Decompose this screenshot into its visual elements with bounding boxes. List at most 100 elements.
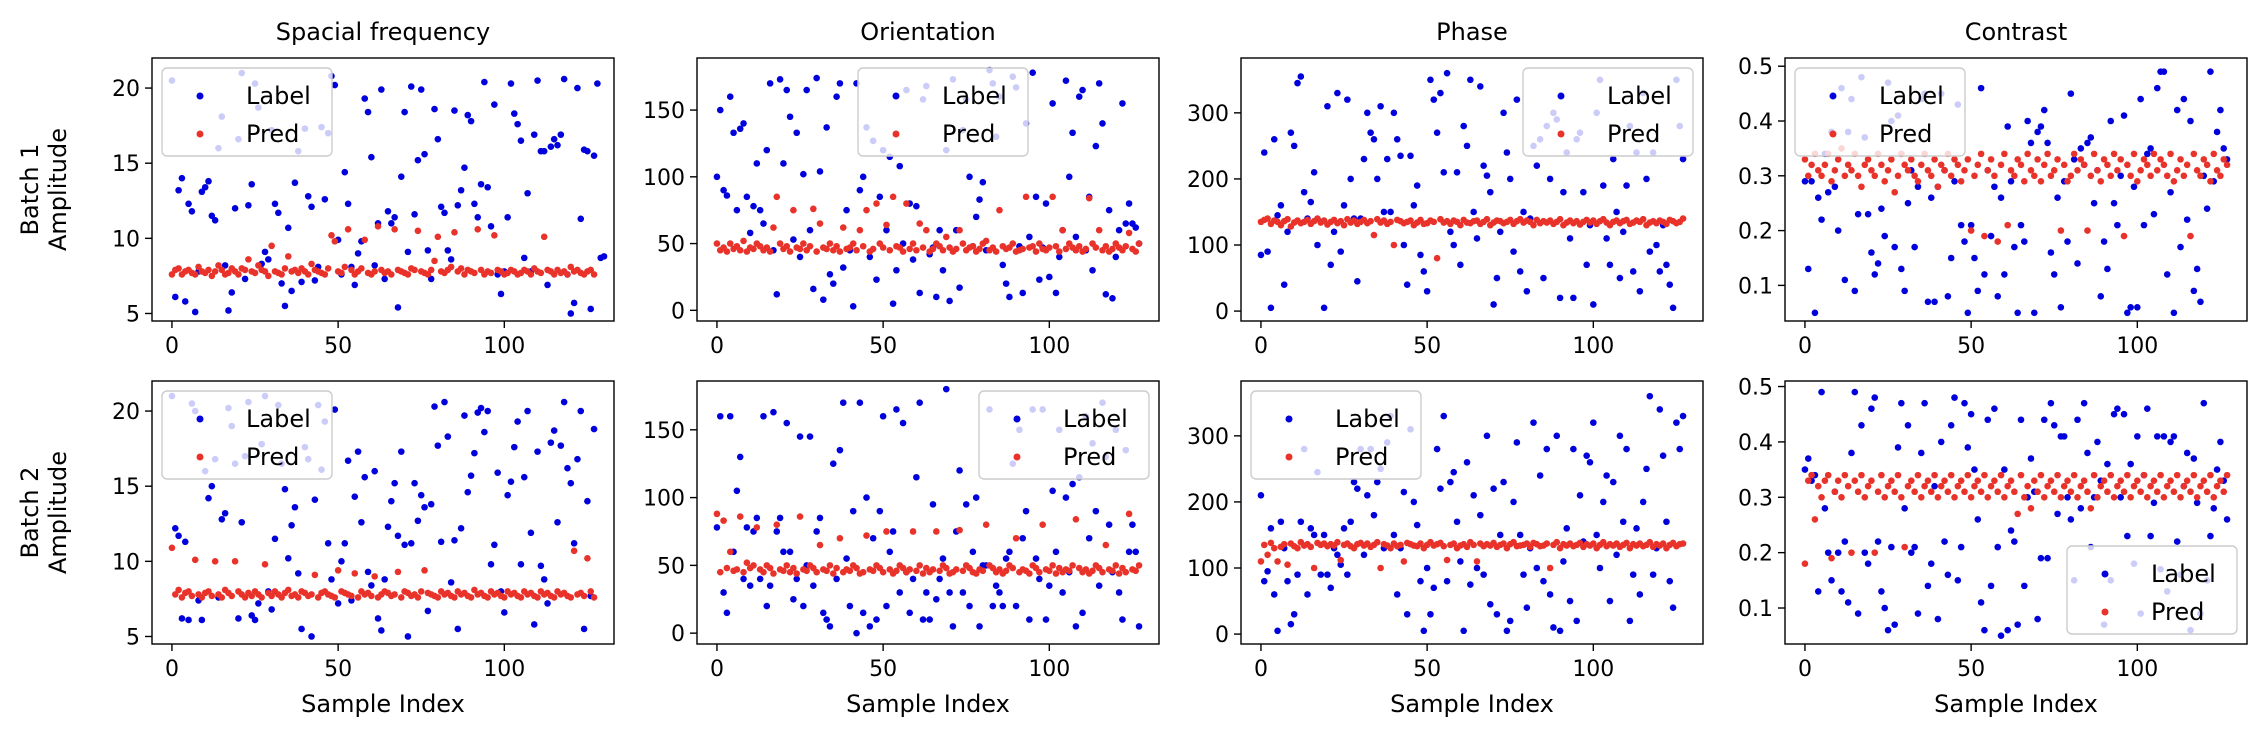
label-point bbox=[288, 521, 295, 529]
pred-point bbox=[800, 240, 807, 247]
label-point bbox=[304, 192, 312, 200]
label-point bbox=[1831, 183, 1839, 191]
pred-point bbox=[2210, 493, 2218, 501]
label-point bbox=[447, 256, 455, 263]
label-point bbox=[740, 575, 747, 583]
pred-point bbox=[341, 263, 349, 271]
pred-point bbox=[1937, 161, 1945, 169]
y-tick-label: 0.1 bbox=[1738, 274, 1773, 299]
label-point bbox=[414, 517, 422, 525]
label-point bbox=[368, 582, 375, 589]
pred-point bbox=[2077, 482, 2085, 490]
label-point bbox=[956, 467, 963, 474]
label-point bbox=[1473, 564, 1481, 572]
pred-point bbox=[461, 271, 468, 278]
pred-point bbox=[2160, 161, 2168, 169]
y-tick-label: 15 bbox=[112, 152, 140, 177]
label-point bbox=[1463, 142, 1471, 150]
pred-point bbox=[2067, 172, 2075, 180]
pred-point bbox=[231, 558, 239, 565]
pred-point bbox=[1340, 221, 1348, 229]
label-point bbox=[384, 523, 392, 531]
pred-point bbox=[1009, 240, 1017, 247]
label-point bbox=[733, 206, 741, 214]
pred-point bbox=[939, 246, 947, 254]
x-axis-label: Sample Index bbox=[846, 690, 1010, 718]
pred-point bbox=[2207, 177, 2214, 185]
pred-point bbox=[1109, 245, 1116, 253]
pred-point bbox=[208, 592, 216, 600]
label-point bbox=[936, 226, 943, 234]
label-point bbox=[893, 266, 900, 274]
label-point bbox=[2044, 554, 2051, 562]
pred-point bbox=[2180, 482, 2188, 490]
pred-point bbox=[1917, 493, 1925, 501]
label-point bbox=[939, 555, 947, 562]
pred-point bbox=[982, 521, 990, 529]
label-point bbox=[1911, 543, 1918, 551]
label-point bbox=[1046, 273, 1053, 281]
label-point bbox=[1437, 89, 1444, 97]
label-point bbox=[1334, 89, 1341, 97]
x-axis-label: Sample Index bbox=[1934, 690, 2098, 718]
label-point bbox=[1927, 194, 1935, 202]
pred-point bbox=[2153, 488, 2161, 496]
label-point bbox=[394, 532, 402, 540]
pred-point bbox=[218, 594, 226, 601]
x-tick-label: 50 bbox=[869, 334, 897, 359]
label-point bbox=[261, 248, 269, 256]
pred-point bbox=[1553, 538, 1561, 546]
pred-point bbox=[1924, 167, 1932, 174]
pred-point bbox=[2213, 167, 2221, 174]
pred-point bbox=[215, 262, 222, 269]
label-point bbox=[1407, 152, 1414, 160]
label-point bbox=[1079, 86, 1086, 94]
label-point bbox=[198, 188, 206, 196]
label-point bbox=[1112, 253, 1120, 261]
legend-marker-label bbox=[2101, 570, 2109, 578]
pred-point bbox=[2117, 156, 2124, 163]
label-point bbox=[1967, 410, 1975, 418]
label-point bbox=[1500, 478, 1507, 486]
legend-marker-label bbox=[196, 415, 204, 423]
label-point bbox=[2034, 128, 2041, 136]
label-point bbox=[1092, 507, 1100, 515]
pred-point bbox=[2057, 493, 2065, 501]
pred-point bbox=[2100, 156, 2108, 163]
label-point bbox=[942, 385, 950, 393]
pred-point bbox=[2017, 161, 2025, 169]
pred-point bbox=[1679, 215, 1687, 222]
pred-point bbox=[587, 266, 595, 274]
pred-point bbox=[1443, 556, 1451, 564]
label-point bbox=[1092, 142, 1100, 150]
label-point bbox=[1646, 248, 1654, 255]
label-point bbox=[756, 206, 764, 214]
pred-point bbox=[2193, 493, 2201, 501]
label-point bbox=[1367, 129, 1374, 136]
label-point bbox=[550, 427, 558, 434]
label-point bbox=[477, 404, 485, 412]
label-point bbox=[2170, 433, 2178, 440]
label-point bbox=[1563, 525, 1571, 532]
label-point bbox=[284, 555, 292, 562]
label-point bbox=[999, 261, 1007, 269]
label-point bbox=[281, 302, 289, 310]
pred-point bbox=[1036, 568, 1043, 576]
pred-point bbox=[859, 568, 867, 576]
pred-point bbox=[1377, 564, 1384, 572]
pred-point bbox=[1878, 161, 1885, 169]
label-point bbox=[843, 555, 850, 562]
label-point bbox=[1586, 458, 1594, 466]
pred-point bbox=[388, 271, 395, 278]
x-tick-label: 50 bbox=[324, 334, 352, 359]
pred-point bbox=[2024, 482, 2031, 490]
pred-point bbox=[394, 568, 402, 576]
label-point bbox=[1029, 69, 1036, 76]
label-point bbox=[2060, 433, 2068, 440]
pred-point bbox=[1884, 482, 1892, 490]
pred-point bbox=[1440, 542, 1448, 550]
pred-point bbox=[2080, 161, 2088, 169]
